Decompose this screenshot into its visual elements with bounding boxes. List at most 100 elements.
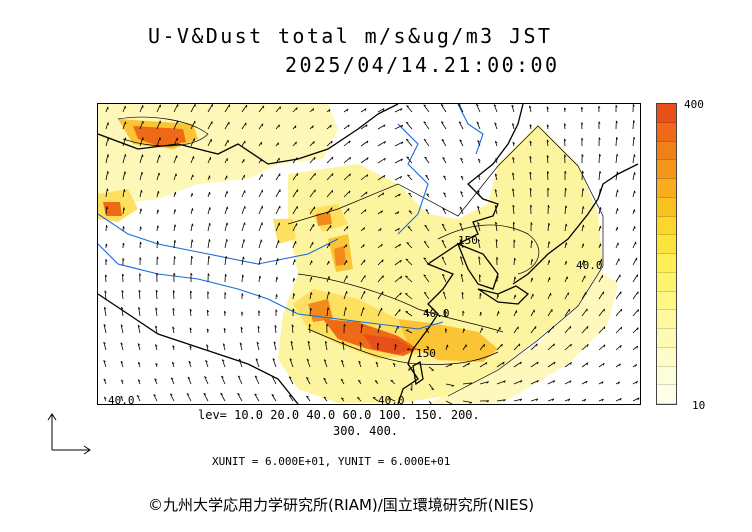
wind-arrow-head <box>271 375 275 378</box>
wind-arrow <box>443 309 447 317</box>
wind-arrow <box>360 324 363 334</box>
wind-arrow-head <box>122 242 125 246</box>
wind-arrow <box>581 380 588 385</box>
wind-arrow-head <box>616 137 619 140</box>
wind-arrow <box>479 274 481 283</box>
wind-arrow-head <box>494 122 497 125</box>
wind-arrow-head <box>602 363 605 366</box>
wind-arrow-head <box>617 208 619 211</box>
wind-arrow-head <box>582 188 585 191</box>
wind-arrow <box>598 308 605 317</box>
wind-arrow-head <box>395 343 397 347</box>
wind-arrow <box>155 290 158 300</box>
wind-arrow <box>326 276 330 283</box>
wind-arrow-head <box>361 324 364 327</box>
wind-arrow-head <box>290 341 293 344</box>
wind-arrow <box>173 240 176 249</box>
wind-arrow-head <box>103 341 106 345</box>
wind-arrow-head <box>425 174 428 177</box>
wind-arrow <box>530 380 539 385</box>
wind-arrow <box>275 222 280 232</box>
wind-arrow <box>121 307 124 317</box>
wind-arrow-head <box>529 105 532 108</box>
wind-arrow <box>121 290 124 300</box>
wind-arrow <box>632 274 638 283</box>
wind-arrow-head <box>306 377 309 380</box>
wind-arrow <box>190 256 192 266</box>
wind-arrow-head <box>400 292 402 296</box>
wind-arrow <box>306 358 311 368</box>
wind-arrow-head <box>295 125 297 129</box>
wind-arrow <box>615 137 617 147</box>
wind-arrow-head <box>585 380 588 384</box>
wind-arrow <box>326 156 334 164</box>
wind-arrow <box>207 104 213 113</box>
wind-arrow-head <box>154 378 157 381</box>
colorbar-segment <box>657 329 676 348</box>
wind-arrow-head <box>153 394 157 397</box>
wind-arrow <box>462 362 470 368</box>
wind-arrow <box>138 307 141 317</box>
wind-arrow <box>241 140 246 147</box>
wind-arrow <box>309 189 316 198</box>
wind-arrow-head <box>381 243 383 247</box>
wind-arrow-head <box>599 188 602 192</box>
colorbar-segment <box>657 141 676 161</box>
wind-arrow <box>390 380 396 385</box>
wind-arrow <box>615 398 622 402</box>
wind-arrow <box>394 158 403 164</box>
wind-arrow <box>292 223 298 232</box>
wind-arrow <box>377 157 386 164</box>
wind-arrow <box>615 258 620 266</box>
wind-arrow-head <box>366 174 369 177</box>
wind-arrow-head <box>191 193 194 196</box>
wind-arrow-head <box>512 204 515 208</box>
wind-arrow-head <box>451 385 455 387</box>
wind-arrow <box>206 310 209 317</box>
colorbar-segment <box>657 104 676 123</box>
wind-arrow <box>494 189 498 198</box>
wind-arrow-head <box>348 190 351 194</box>
wind-arrow-head <box>407 174 410 177</box>
wind-arrow-head <box>583 399 587 402</box>
wind-arrow-head <box>567 398 571 402</box>
wind-arrow-head <box>495 158 498 161</box>
wind-arrow-head <box>423 274 427 277</box>
wind-arrow <box>292 157 298 164</box>
wind-arrow <box>343 140 351 147</box>
wind-arrow-head <box>328 109 331 112</box>
wind-arrow <box>530 326 537 334</box>
wind-arrow <box>187 376 192 385</box>
wind-arrow <box>104 307 107 317</box>
wind-arrow <box>309 324 311 334</box>
wind-arrow-head <box>519 398 523 402</box>
wind-arrow <box>173 173 177 181</box>
wind-arrow <box>222 343 226 351</box>
wind-arrow-head <box>125 137 127 141</box>
wind-arrow <box>224 158 228 164</box>
wind-arrow <box>512 172 515 181</box>
wind-arrow <box>377 259 384 266</box>
wind-arrow <box>581 275 586 283</box>
wind-arrow <box>324 341 328 351</box>
wind-arrow-head <box>326 323 329 327</box>
wind-arrow-head <box>242 274 244 278</box>
wind-arrow <box>513 398 522 402</box>
wind-arrow-head <box>328 291 330 295</box>
wind-arrow <box>598 153 600 164</box>
wind-arrow-head <box>520 380 523 383</box>
wind-arrow-head <box>254 375 258 378</box>
wind-arrow <box>632 327 639 334</box>
wind-arrow-head <box>157 209 159 213</box>
wind-arrow <box>306 377 311 385</box>
wind-arrow-head <box>635 380 638 384</box>
wind-arrow <box>237 375 243 385</box>
wind-arrow <box>632 257 638 266</box>
wind-arrow <box>189 309 192 317</box>
wind-arrow <box>343 307 347 317</box>
wind-arrow <box>423 257 430 266</box>
wind-arrow <box>343 226 349 232</box>
wind-arrow <box>326 243 331 249</box>
wind-arrow-head <box>477 239 480 242</box>
wind-arrow-head <box>340 378 344 381</box>
